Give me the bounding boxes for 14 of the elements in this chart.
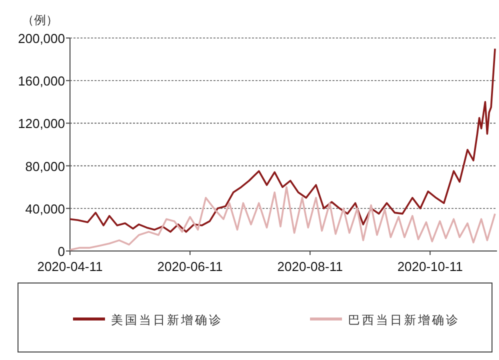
x-tick-label: 2020-10-11 — [397, 259, 463, 274]
x-tick-label: 2020-06-11 — [157, 259, 223, 274]
y-tick-label: 40,000 — [25, 201, 65, 216]
y-axis-title: （例） — [22, 13, 58, 27]
y-tick-label: 80,000 — [25, 158, 65, 174]
y-tick-label: 0 — [58, 244, 65, 259]
x-tick-label: 2020-08-11 — [277, 259, 343, 274]
line-series — [69, 48, 496, 233]
y-tick-label: 160,000 — [18, 74, 65, 89]
y-tick-label: 120,000 — [18, 116, 65, 132]
legend-label: 巴西当日新增确诊 — [348, 313, 460, 327]
y-tick-label: 200,000 — [18, 31, 65, 46]
legend-label: 美国当日新增确诊 — [111, 313, 223, 327]
x-tick-label: 2020-04-11 — [37, 259, 103, 274]
